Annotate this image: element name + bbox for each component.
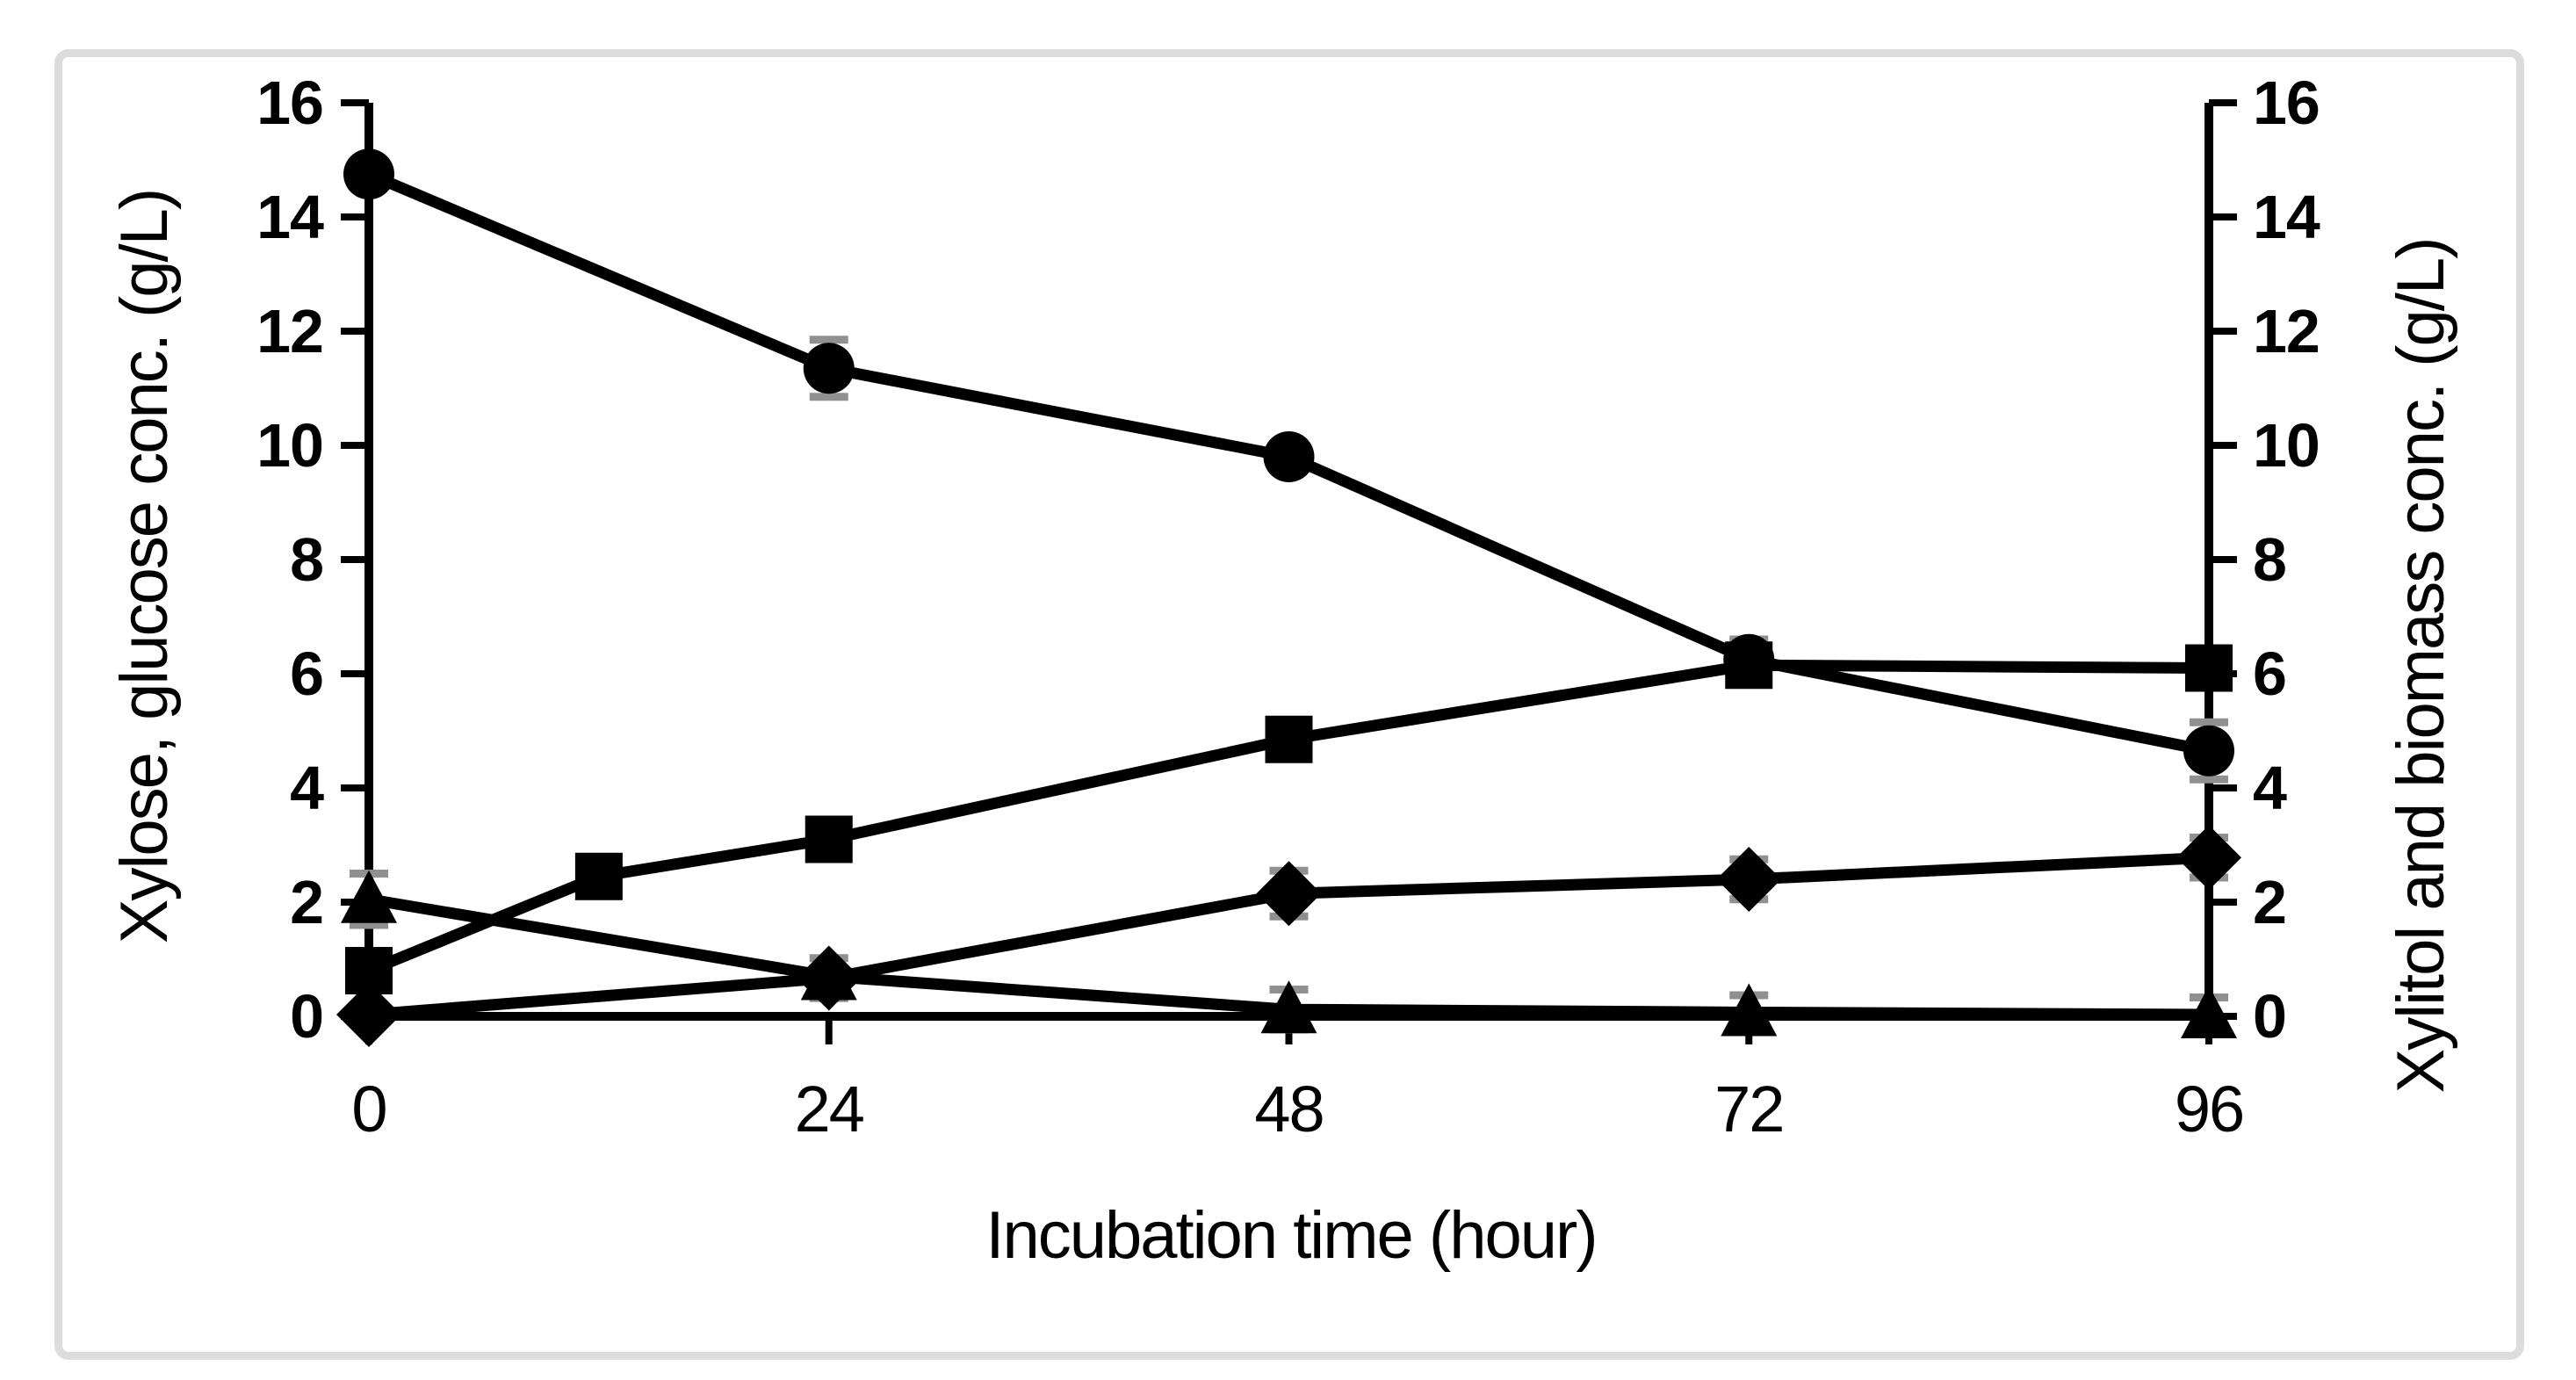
series-markers-xylose [343,148,2234,777]
right-tick-label: 10 [2253,411,2320,480]
series-line-xylitol [366,659,2210,977]
diamond-marker [2176,825,2241,891]
right-tick-label: 14 [2253,183,2320,251]
diamond-marker [336,982,401,1048]
left-tick-label: 8 [290,525,323,594]
square-marker [574,852,623,900]
circle-marker [1263,431,1315,482]
triangle-marker [1721,983,1778,1037]
right-tick-label: 4 [2253,754,2287,822]
left-axis-title: Xylose, glucose conc. (g/L) [107,190,182,943]
right-tick-label: 16 [2253,69,2320,137]
square-marker [1725,641,1773,690]
triangle-marker [341,870,397,923]
left-tick-label: 14 [256,183,324,251]
left-tick-label: 16 [256,69,323,137]
triangle-marker [2181,986,2237,1039]
left-tick-label: 4 [290,754,324,822]
right-tick-label: 8 [2253,525,2286,594]
right-tick-label: 2 [2253,868,2286,936]
triangle-marker [1260,980,1317,1034]
x-tick-label: 48 [1254,1073,1323,1145]
left-tick-label: 10 [256,411,323,480]
figure-border [54,49,2524,1360]
diamond-marker [796,945,862,1011]
left-tick-label: 6 [290,639,323,708]
diamond-marker [1716,847,1782,912]
circle-marker [803,343,855,394]
right-tick-label: 12 [2253,297,2320,365]
right-axis-title: Xylitol and biomass conc. (g/L) [2384,239,2458,1094]
circle-marker [343,148,394,200]
left-tick-label: 2 [290,868,323,936]
square-marker [2185,644,2233,692]
x-tick-label: 72 [1714,1073,1783,1145]
circle-marker [2183,725,2234,777]
series-markers-xylitol [345,641,2233,994]
x-tick-label: 24 [795,1073,863,1145]
square-marker [805,815,853,863]
x-tick-label: 0 [351,1073,386,1145]
x-axis-title: Incubation time (hour) [985,1198,1596,1273]
series-markers-biomass [336,825,2241,1048]
x-tick-label: 96 [2175,1073,2243,1145]
right-tick-label: 6 [2253,639,2286,708]
left-tick-label: 12 [256,297,323,365]
diamond-marker [1256,861,1322,927]
square-marker [1265,715,1313,763]
right-tick-label: 0 [2253,982,2286,1051]
left-tick-label: 0 [290,982,323,1051]
